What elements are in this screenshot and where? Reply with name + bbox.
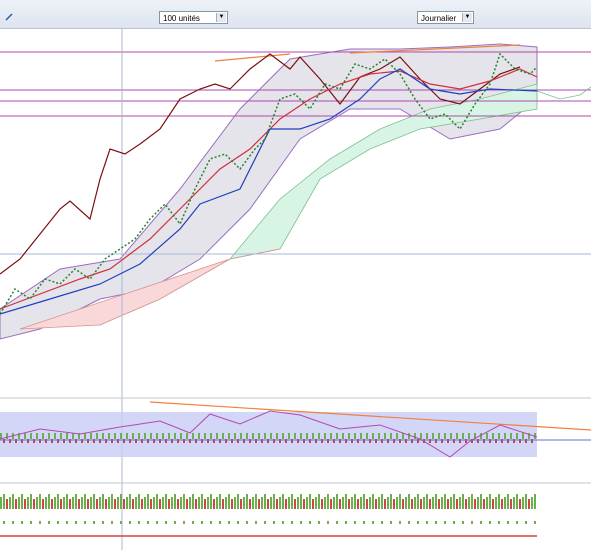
chart-area — [0, 29, 591, 550]
volume-panel — [0, 494, 537, 537]
dropdown-arrow: ▼ — [462, 13, 472, 22]
quantity-label: 100 unités — [163, 14, 200, 23]
toolbar: 100 unités ▼ Journalier ▼ — [0, 0, 591, 29]
period-dropdown[interactable]: Journalier ▼ — [417, 11, 474, 24]
price-panel — [0, 29, 591, 550]
period-label: Journalier — [421, 14, 457, 23]
oscillator-panel — [0, 401, 591, 458]
quantity-dropdown[interactable]: 100 unités ▼ — [159, 11, 228, 24]
draw-tool-icon[interactable] — [5, 13, 13, 21]
dropdown-arrow: ▼ — [216, 13, 226, 22]
